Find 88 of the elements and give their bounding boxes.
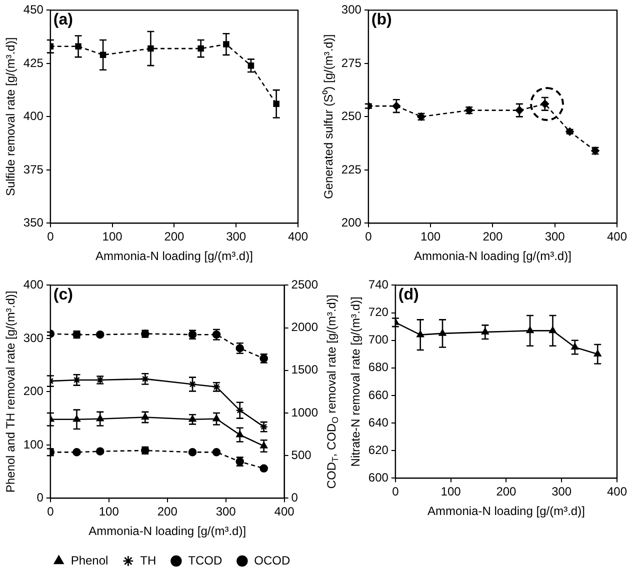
point xyxy=(223,41,230,48)
y-tick-label: 680 xyxy=(368,360,389,374)
y-tick-label: 740 xyxy=(368,278,389,292)
annotation: (d) xyxy=(398,286,419,304)
y2-tick-label: 1000 xyxy=(291,405,318,420)
point xyxy=(236,406,244,414)
y-tick-label: 300 xyxy=(341,2,362,17)
x-tick-label: 100 xyxy=(98,504,120,519)
y2-tick-label: 1500 xyxy=(291,362,318,377)
y-tick-label: 600 xyxy=(368,470,389,485)
x-tick-label: 200 xyxy=(496,484,517,499)
annotation: (b) xyxy=(371,12,392,29)
y-tick-label: 350 xyxy=(23,216,44,230)
y-tick-label: 275 xyxy=(341,56,362,70)
point xyxy=(188,380,197,388)
point xyxy=(96,414,104,422)
legend-label: OCOD xyxy=(254,553,291,568)
point xyxy=(392,102,401,110)
y-tick-label: 620 xyxy=(368,442,389,457)
y-tick-label: 640 xyxy=(368,415,389,430)
y2-tick-label: 500 xyxy=(291,448,312,462)
x-tick-label: 100 xyxy=(102,230,123,244)
point xyxy=(594,350,602,357)
x-tick-label: 200 xyxy=(482,230,504,244)
y-axis-title: Phenol and TH removal rate [g/(m³.d)] xyxy=(4,290,18,493)
point xyxy=(571,343,579,350)
point xyxy=(212,414,220,422)
y-tick-label: 425 xyxy=(23,56,44,70)
y-tick-label: 225 xyxy=(341,162,362,176)
point xyxy=(188,415,196,422)
x-tick-label: 0 xyxy=(392,484,400,499)
legend-label: TCOD xyxy=(188,553,223,568)
y-tick-label: 450 xyxy=(23,2,44,17)
x-tick-label: 0 xyxy=(47,504,54,519)
annotation: (a) xyxy=(53,12,73,29)
y-tick-label: 200 xyxy=(341,216,362,230)
x-axis-title: Ammonia-N loading [g/(m³.d)] xyxy=(88,524,246,538)
y-tick-label: 400 xyxy=(23,278,44,292)
x-tick-label: 200 xyxy=(164,230,185,244)
point xyxy=(198,45,204,52)
y2-tick-label: 2500 xyxy=(291,278,318,292)
y-tick-label: 720 xyxy=(368,305,389,320)
y-tick-label: 100 xyxy=(23,437,44,452)
x-tick-label: 400 xyxy=(288,230,308,244)
y-tick-label: 375 xyxy=(23,162,44,176)
point xyxy=(248,62,254,69)
y-axis-title: Sulfide removal rate [g/(m³.d)] xyxy=(4,37,18,196)
y-axis-title: Nitrate-N removal rate [g/(m³.d)] xyxy=(348,296,363,467)
x-tick-label: 400 xyxy=(606,484,628,499)
x-tick-label: 200 xyxy=(157,504,178,519)
x-tick-label: 0 xyxy=(47,230,54,244)
point xyxy=(75,43,82,50)
point xyxy=(481,328,489,334)
x-tick-label: 300 xyxy=(216,504,236,519)
point xyxy=(526,326,534,334)
y2-axis-title: CODT, CODO removal rate [g/(m³.d)] xyxy=(324,294,340,489)
point xyxy=(141,413,149,420)
x-axis-title: Ammonia-N loading [g/(m³.d)] xyxy=(428,504,585,518)
x-tick-label: 100 xyxy=(420,230,441,244)
point xyxy=(260,442,268,448)
y-tick-label: 400 xyxy=(23,109,44,124)
x-axis-title: Ammonia-N loading [g/(m³.d)] xyxy=(96,249,253,264)
x-tick-label: 300 xyxy=(226,230,246,244)
point xyxy=(236,430,244,438)
x-tick-label: 400 xyxy=(274,504,295,519)
y-axis-title: Generated sulfur (S⁰) [g/(m³.d)] xyxy=(322,34,336,200)
point xyxy=(273,100,280,108)
x-tick-label: 300 xyxy=(544,230,566,244)
point xyxy=(73,415,80,422)
x-tick-label: 100 xyxy=(440,484,462,499)
point xyxy=(100,52,106,58)
x-tick-label: 400 xyxy=(606,230,628,244)
y-tick-label: 300 xyxy=(23,330,44,345)
legend-label: Phenol xyxy=(70,553,108,568)
point xyxy=(148,45,154,52)
annotation: (c) xyxy=(53,286,73,304)
point xyxy=(549,326,556,334)
point xyxy=(438,329,446,336)
x-axis-title: Ammonia-N loading [g/(m³.d)] xyxy=(414,249,572,264)
point xyxy=(416,330,424,338)
y2-tick-label: 2000 xyxy=(291,320,318,334)
y-tick-label: 250 xyxy=(341,109,362,124)
y-tick-label: 660 xyxy=(368,388,389,402)
legend-label: TH xyxy=(140,553,156,568)
y-tick-label: 700 xyxy=(368,332,389,347)
y-tick-label: 200 xyxy=(23,384,44,398)
point xyxy=(515,106,524,114)
x-tick-label: 300 xyxy=(552,484,572,499)
